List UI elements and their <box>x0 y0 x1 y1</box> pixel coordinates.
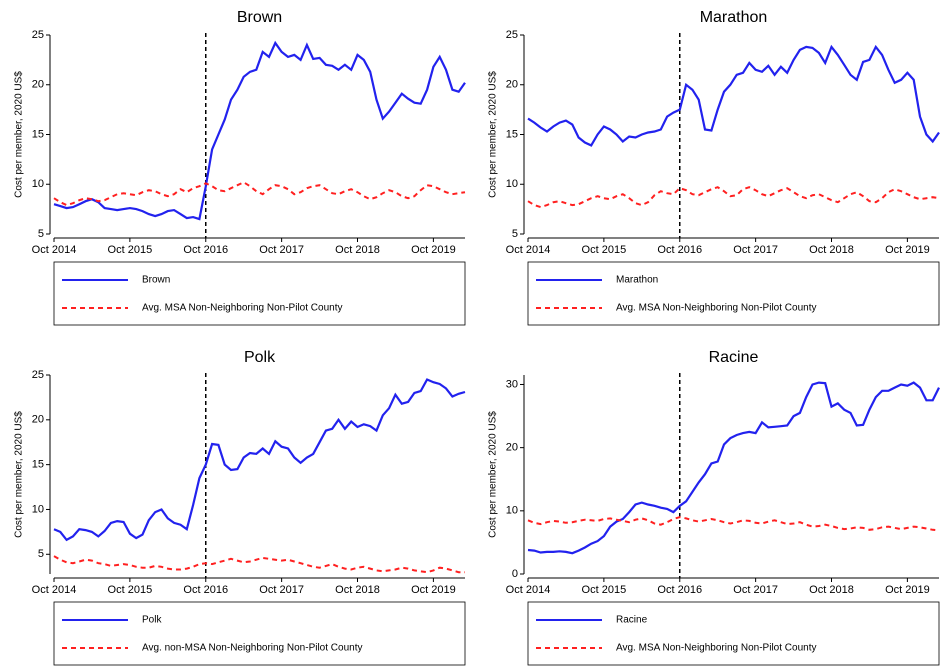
x-tick-label: Oct 2014 <box>32 244 77 256</box>
x-tick-label: Oct 2019 <box>885 244 930 256</box>
legend-label: Brown <box>142 275 170 286</box>
legend-box <box>53 601 466 666</box>
x-tick-label: Oct 2014 <box>506 244 551 256</box>
x-tick-label: Oct 2019 <box>411 584 456 596</box>
y-tick-label: 20 <box>32 414 44 426</box>
x-tick-label: Oct 2016 <box>183 244 228 256</box>
x-tick-label: Oct 2014 <box>32 584 77 596</box>
y-tick-label: 20 <box>506 79 518 91</box>
x-tick-label: Oct 2018 <box>335 244 380 256</box>
x-tick-label: Oct 2015 <box>108 244 153 256</box>
x-tick-label: Oct 2017 <box>259 584 304 596</box>
y-tick-label: 25 <box>32 29 44 41</box>
y-tick-label: 5 <box>38 228 44 240</box>
legend-label: Avg. MSA Non-Neighboring Non-Pilot Count… <box>616 643 816 654</box>
series-line <box>53 555 465 574</box>
y-tick-label: 5 <box>512 228 518 240</box>
y-tick-label: 10 <box>32 503 44 515</box>
legend-box <box>53 261 466 326</box>
y-tick-label: 20 <box>506 442 518 454</box>
legend-label: Polk <box>142 615 162 626</box>
y-tick-label: 25 <box>32 369 44 381</box>
panel: Brown Cost per member, 2020 US$ 5 10 15 20 25 O… <box>14 9 466 326</box>
panel: Marathon Cost per member, 2020 US$ 5 10 15 20… <box>488 9 940 326</box>
y-tick-label: 15 <box>32 128 44 140</box>
y-tick-label: 30 <box>506 378 518 390</box>
legend-label: Avg. MSA Non-Neighboring Non-Pilot Count… <box>616 303 816 314</box>
series-line <box>527 381 940 555</box>
x-tick-label: Oct 2016 <box>657 584 702 596</box>
legend-label: Avg. MSA Non-Neighboring Non-Pilot Count… <box>142 303 342 314</box>
x-tick-label: Oct 2016 <box>657 244 702 256</box>
legend-label: Avg. non-MSA Non-Neighboring Non-Pilot C… <box>142 643 363 654</box>
x-tick-label: Oct 2019 <box>411 244 456 256</box>
x-tick-label: Oct 2016 <box>183 584 228 596</box>
panel: Polk Cost per member, 2020 US$ 5 10 15 20 25 Oc… <box>14 349 466 666</box>
y-tick-label: 10 <box>506 178 518 190</box>
legend-label: Racine <box>616 615 648 626</box>
y-tick-label: 10 <box>32 178 44 190</box>
x-tick-label: Oct 2017 <box>733 244 778 256</box>
series-line <box>527 516 940 532</box>
y-axis-label: Cost per member, 2020 US$ <box>14 411 25 538</box>
x-tick-label: Oct 2018 <box>335 584 380 596</box>
series-line <box>527 44 940 147</box>
legend-box <box>527 261 940 326</box>
x-tick-label: Oct 2015 <box>582 244 627 256</box>
chart-title: Polk <box>244 349 276 366</box>
series-line <box>527 186 940 209</box>
chart-title: Brown <box>237 9 282 26</box>
series-line <box>53 40 466 221</box>
y-tick-label: 25 <box>506 29 518 41</box>
y-tick-label: 5 <box>38 548 44 560</box>
legend-label: Marathon <box>616 275 658 286</box>
y-tick-label: 15 <box>32 459 44 471</box>
x-tick-label: Oct 2017 <box>259 244 304 256</box>
x-tick-label: Oct 2014 <box>506 584 551 596</box>
y-tick-label: 20 <box>32 79 44 91</box>
y-axis-label: Cost per member, 2020 US$ <box>14 71 25 198</box>
y-axis-label: Cost per member, 2020 US$ <box>488 71 499 198</box>
y-axis-label: Cost per member, 2020 US$ <box>488 411 499 538</box>
legend-box <box>527 601 940 666</box>
chart-title: Racine <box>709 349 759 366</box>
panel: Racine Cost per member, 2020 US$ 0 10 20 30 Oc… <box>488 349 940 666</box>
x-tick-label: Oct 2015 <box>108 584 153 596</box>
x-tick-label: Oct 2019 <box>885 584 930 596</box>
x-tick-label: Oct 2015 <box>582 584 627 596</box>
chart-title: Marathon <box>700 9 768 26</box>
x-tick-label: Oct 2018 <box>809 244 854 256</box>
x-tick-label: Oct 2017 <box>733 584 778 596</box>
series-line <box>53 181 466 207</box>
y-tick-label: 0 <box>512 568 518 580</box>
y-tick-label: 10 <box>506 505 518 517</box>
series-line <box>53 378 466 542</box>
x-tick-label: Oct 2018 <box>809 584 854 596</box>
y-tick-label: 15 <box>506 128 518 140</box>
